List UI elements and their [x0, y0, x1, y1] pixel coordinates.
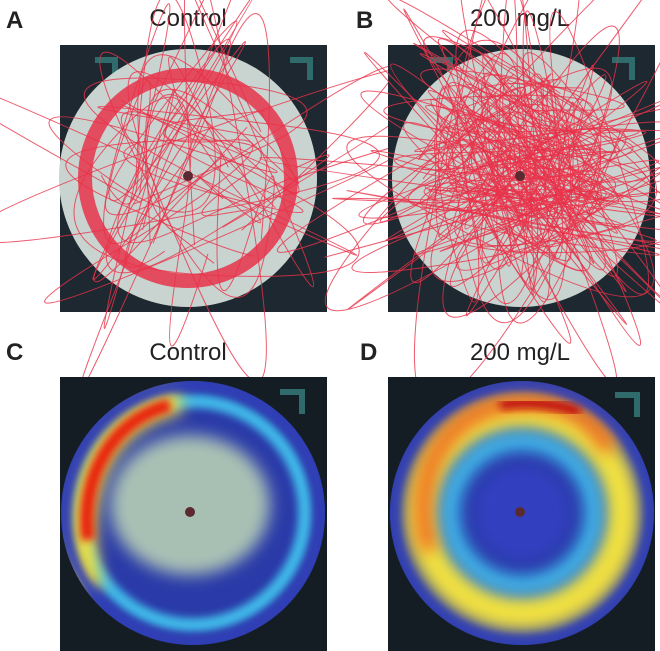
- panel-letter: C: [6, 339, 23, 366]
- trajectory: [127, 0, 300, 382]
- trajectory: [445, 52, 660, 232]
- trajectory: [324, 73, 627, 312]
- trajectory: [0, 77, 358, 256]
- panel-title: Control: [149, 339, 226, 366]
- trajectory: [482, 101, 575, 301]
- trajectory: [460, 0, 606, 271]
- trajectory: [436, 46, 641, 346]
- trajectory: [332, 95, 628, 325]
- trajectory: [407, 108, 660, 282]
- trajectory: [348, 80, 648, 310]
- trajectory: [423, 36, 660, 304]
- panel-title: 200 mg/L: [470, 5, 570, 32]
- trajectory: [364, 10, 561, 296]
- trajectory: [77, 0, 291, 395]
- trajectory: [440, 78, 640, 195]
- trajectory: [324, 159, 660, 258]
- image-panel: [259, 0, 660, 404]
- trajectory: [421, 130, 617, 256]
- trajectory: [387, 0, 619, 205]
- trajectory: [93, 0, 330, 283]
- trajectory: [425, 101, 660, 254]
- trajectory: [73, 96, 360, 347]
- trajectory: [419, 53, 585, 252]
- trajectory: [99, 51, 276, 298]
- trajectory: [120, 13, 270, 244]
- trajectory: [451, 0, 594, 243]
- trajectory: [482, 10, 650, 295]
- trajectory: [123, 110, 304, 214]
- trajectory: [145, 0, 315, 288]
- panel-title: 200 mg/L: [470, 339, 570, 366]
- trajectory: [451, 25, 620, 324]
- trajectory: [413, 0, 660, 404]
- heatmap-panel: [388, 377, 655, 651]
- trajectory: [48, 0, 278, 213]
- trajectory: [168, 56, 262, 224]
- trajectory: [108, 41, 246, 268]
- panel-letter: D: [360, 339, 377, 366]
- trajectory: [437, 82, 602, 303]
- heatmap-panel: [60, 377, 327, 651]
- panel-letter: A: [6, 7, 23, 34]
- panel-letter: B: [356, 7, 373, 34]
- trajectory: [439, 29, 652, 197]
